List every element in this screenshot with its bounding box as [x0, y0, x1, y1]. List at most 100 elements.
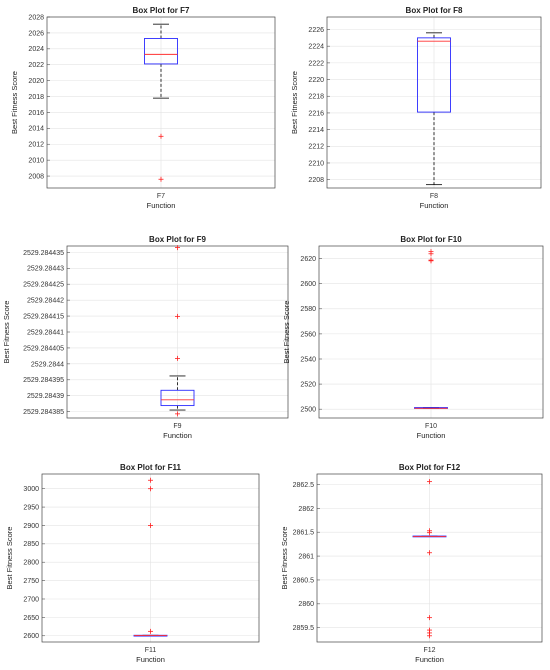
axes-frame [41, 473, 260, 643]
y-tick-label: 2014 [28, 126, 44, 133]
y-tick-label: 2018 [28, 94, 44, 101]
y-tick-label: 2800 [23, 560, 39, 567]
x-axis-label: Function [420, 201, 449, 210]
y-tick-label: 2218 [308, 94, 324, 101]
y-tick-label: 2222 [308, 60, 324, 67]
y-tick-label: 2212 [308, 144, 324, 151]
y-axis-label: Best Fitness Score [290, 71, 299, 134]
y-tick-label: 2210 [308, 160, 324, 167]
outlier-marker [148, 628, 153, 634]
outlier-marker [428, 251, 434, 257]
y-tick-label: 2529.28439 [27, 393, 64, 400]
axes-frame [46, 16, 276, 189]
y-tick-label: 2600 [23, 633, 39, 640]
y-tick-label: 2026 [28, 30, 44, 37]
iqr-box [160, 389, 195, 407]
chart-title: Box Plot for F10 [400, 235, 462, 244]
y-tick-label: 2024 [28, 46, 44, 53]
x-tick-label: F8 [430, 193, 438, 200]
outlier-marker [158, 176, 164, 182]
y-tick-label: 2540 [300, 356, 316, 363]
y-tick-label: 2220 [308, 77, 324, 84]
outlier-marker [148, 486, 153, 492]
outlier-marker [148, 522, 153, 528]
chart-title: Box Plot for F8 [406, 6, 463, 15]
y-tick-label: 2560 [300, 331, 316, 338]
outlier-marker [427, 479, 432, 485]
y-tick-label: 2010 [28, 158, 44, 165]
chart-panel-f8: 2208 2210 2212 2214 2216 2218 2220 2222 2224 2226… [290, 6, 542, 210]
y-tick-label: 2861.5 [293, 530, 315, 537]
x-tick-label: F9 [173, 423, 181, 430]
y-axis-label: Best Fitness Score [280, 527, 289, 590]
y-tick-label: 2520 [300, 382, 316, 389]
y-tick-label: 2529.28442 [27, 298, 64, 305]
chart-title: Box Plot for F7 [133, 6, 190, 15]
x-axis-label: Function [136, 655, 165, 664]
chart-title: Box Plot for F9 [149, 235, 206, 244]
y-tick-label: 2861 [298, 553, 314, 560]
y-tick-label: 2859.5 [293, 625, 315, 632]
y-tick-label: 2500 [300, 407, 316, 414]
outlier-marker [427, 550, 432, 556]
y-tick-label: 2950 [23, 504, 39, 511]
x-axis-label: Function [417, 431, 446, 440]
x-tick-label: F11 [145, 647, 157, 654]
y-tick-label: 2012 [28, 142, 44, 149]
y-tick-label: 2208 [308, 177, 324, 184]
y-tick-label: 2529.284435 [23, 250, 64, 257]
y-tick-label: 2216 [308, 110, 324, 117]
y-axis-label: Best Fitness Score [5, 527, 14, 590]
outlier-marker [427, 615, 432, 621]
chart-panel-f9: 2529.284385 2529.28439 2529.284395 2529.284… [2, 235, 289, 440]
x-tick-label: F12 [423, 647, 435, 654]
axes-frame [318, 245, 544, 419]
y-tick-label: 2022 [28, 62, 44, 69]
y-tick-label: 2529.284425 [23, 282, 64, 289]
y-tick-label: 2214 [308, 127, 324, 134]
outlier-marker [428, 258, 434, 264]
y-axis-label: Best Fitness Score [282, 301, 291, 364]
chart-title: Box Plot for F11 [120, 463, 181, 472]
chart-panel-f12: 2859.5 2860 2860.5 2861 2861.5 2862 2862.5 F12F… [280, 463, 543, 664]
y-axis-label: Best Fitness Score [10, 71, 19, 134]
y-tick-label: 2862 [298, 506, 314, 513]
iqr-box [144, 38, 178, 65]
x-axis-label: Function [163, 431, 192, 440]
y-tick-label: 2700 [23, 596, 39, 603]
y-tick-label: 2529.284385 [23, 409, 64, 416]
x-axis-label: Function [415, 655, 444, 664]
y-axis-label: Best Fitness Score [2, 301, 11, 364]
y-tick-label: 2529.284415 [23, 313, 64, 320]
outlier-marker [175, 411, 180, 417]
y-tick-label: 2529.28443 [27, 266, 64, 273]
outlier-marker [175, 245, 180, 251]
y-tick-label: 2650 [23, 615, 39, 622]
outlier-marker [175, 355, 180, 361]
y-tick-label: 2020 [28, 78, 44, 85]
y-tick-label: 3000 [23, 486, 39, 493]
outlier-marker [148, 477, 153, 483]
y-tick-label: 2580 [300, 306, 316, 313]
y-tick-label: 2529.2844 [31, 361, 64, 368]
outlier-marker [175, 313, 180, 319]
y-tick-label: 2016 [28, 110, 44, 117]
y-tick-label: 2224 [308, 44, 324, 51]
y-tick-label: 2900 [23, 523, 39, 530]
y-tick-label: 2862.5 [293, 482, 315, 489]
outlier-marker [427, 530, 432, 536]
chart-panel-f11: 2600 2650 2700 2750 2800 2850 2900 2950 3000 F11F… [5, 463, 260, 664]
y-tick-label: 2600 [300, 281, 316, 288]
y-tick-label: 2750 [23, 578, 39, 585]
y-tick-label: 2620 [300, 256, 316, 263]
x-tick-label: F7 [157, 193, 165, 200]
y-tick-label: 2850 [23, 541, 39, 548]
y-tick-label: 2860 [298, 601, 314, 608]
axes-frame [316, 473, 543, 643]
x-axis-label: Function [147, 201, 176, 210]
x-tick-label: F10 [425, 423, 437, 430]
y-tick-label: 2008 [28, 173, 44, 180]
y-tick-label: 2529.284395 [23, 377, 64, 384]
